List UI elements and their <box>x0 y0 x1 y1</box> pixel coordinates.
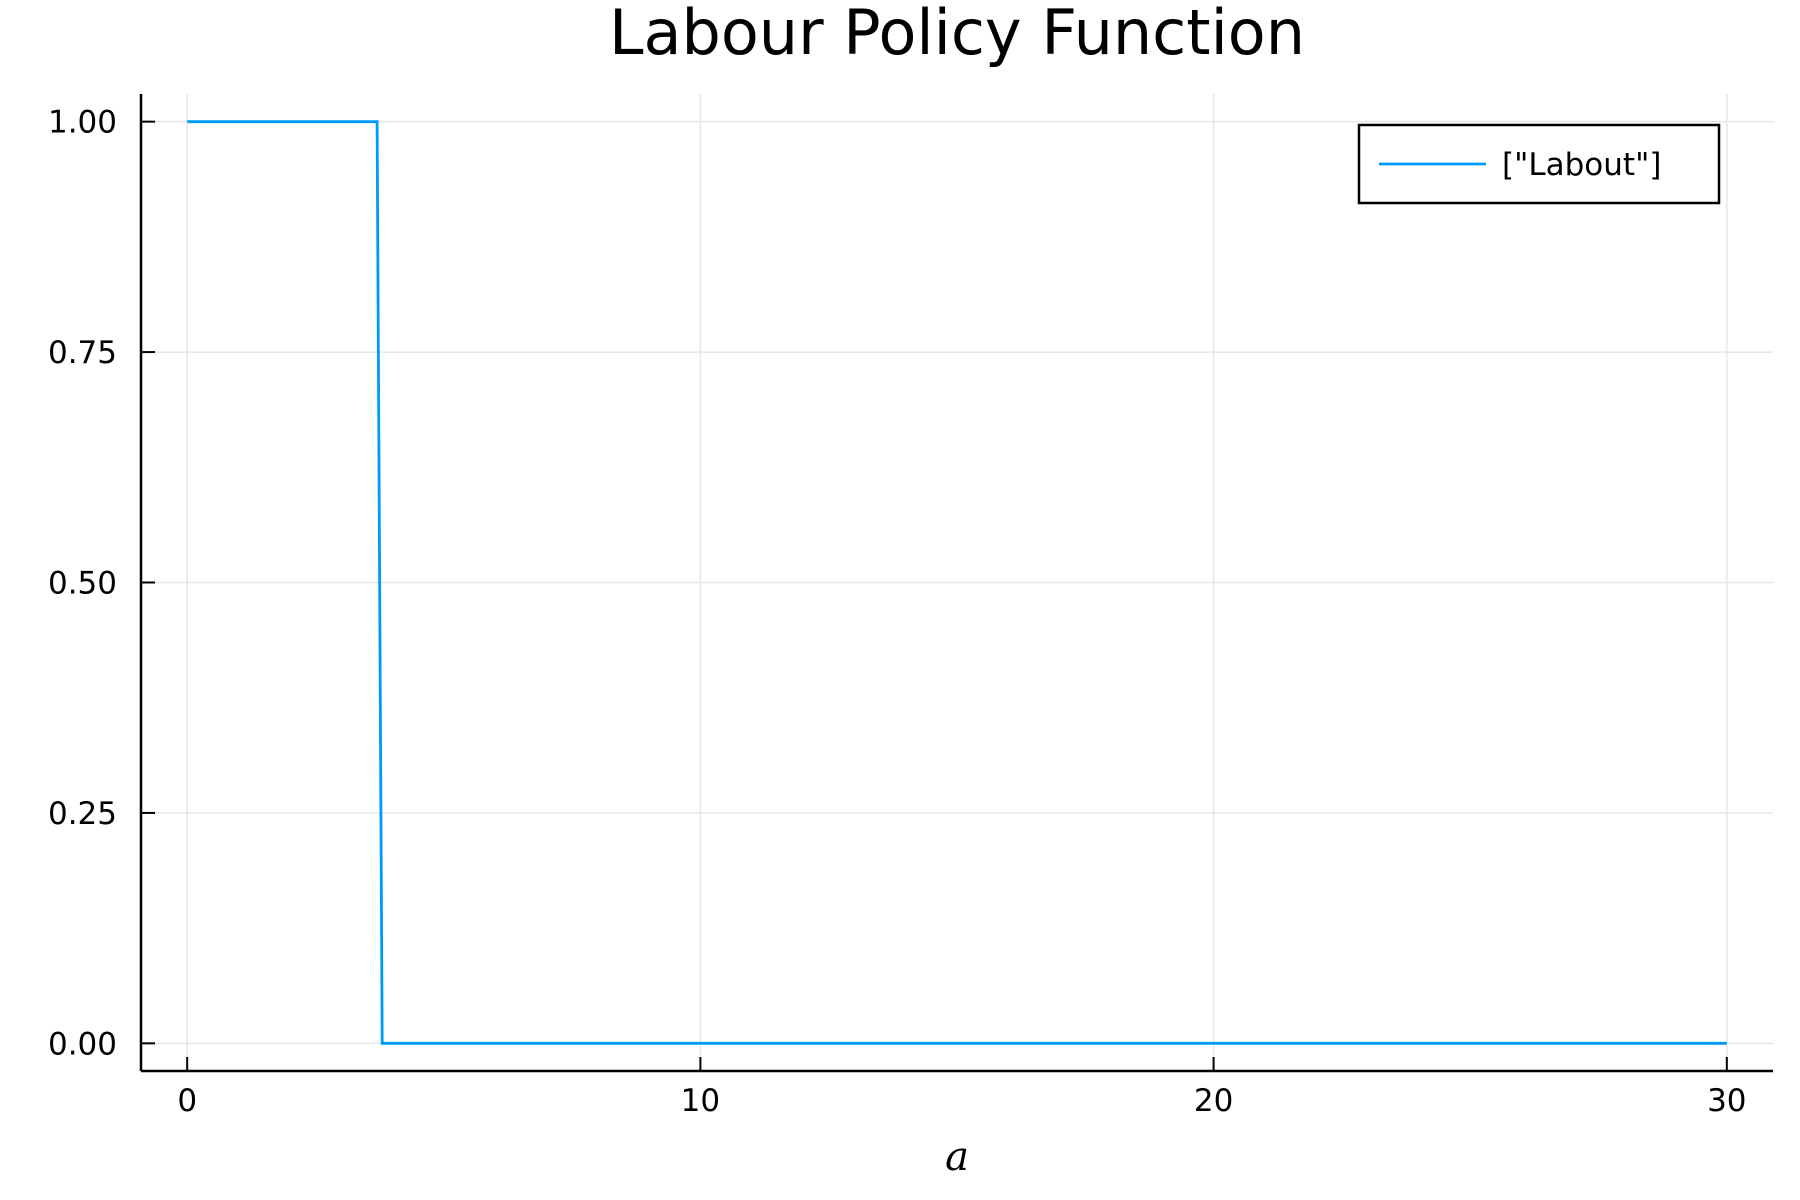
chart-title: Labour Policy Function <box>609 0 1305 69</box>
y-tick-label: 0.50 <box>48 566 117 602</box>
grid <box>141 94 1773 1071</box>
y-tick-label: 1.00 <box>48 105 117 141</box>
y-tick-label: 0.25 <box>48 796 117 832</box>
y-tick-label: 0.00 <box>48 1026 117 1062</box>
x-tick-label: 20 <box>1194 1083 1233 1119</box>
plot-series <box>187 120 1727 1045</box>
y-tick-label: 0.75 <box>48 335 117 371</box>
x-tick-label: 30 <box>1707 1083 1746 1119</box>
legend-label: ["Labout"] <box>1502 147 1661 183</box>
x-tick-label: 10 <box>681 1083 720 1119</box>
series-line <box>187 120 1727 1045</box>
legend: ["Labout"] <box>1357 123 1721 205</box>
x-tick-label: 0 <box>177 1083 197 1119</box>
ticks: 0 10 20 30 0.00 0.25 0.50 0.75 1.00 <box>48 105 1747 1119</box>
x-axis-label: a <box>945 1134 969 1180</box>
